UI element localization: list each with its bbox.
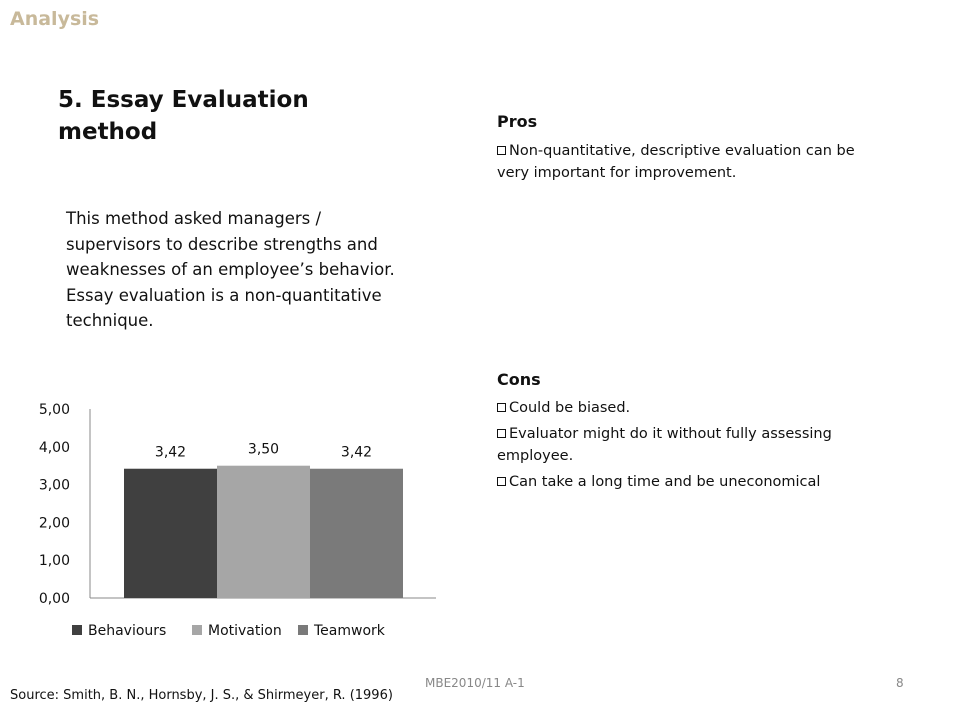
- cons-item: Can take a long time and be uneconomical: [497, 471, 877, 493]
- cons-list: Could be biased. Evaluator might do it w…: [497, 397, 877, 497]
- legend-label: Behaviours: [88, 623, 166, 639]
- cons-heading: Cons: [497, 370, 541, 389]
- y-tick-label: 0,00: [39, 591, 70, 607]
- pros-item: Non-quantitative, descriptive evaluation…: [497, 140, 877, 184]
- legend-swatch: [72, 625, 82, 635]
- square-bullet-icon: [497, 403, 506, 412]
- page-number: 8: [896, 676, 904, 690]
- method-description: This method asked managers / supervisors…: [66, 209, 395, 330]
- y-tick-label: 4,00: [39, 440, 70, 456]
- y-tick-label: 3,00: [39, 478, 70, 494]
- square-bullet-icon: [497, 477, 506, 486]
- pros-list: Non-quantitative, descriptive evaluation…: [497, 140, 877, 188]
- slide-title: 5. Essay Evaluation method: [58, 87, 309, 145]
- y-tick-label: 1,00: [39, 553, 70, 569]
- data-label: 3,50: [248, 442, 279, 458]
- legend-label: Teamwork: [313, 623, 386, 639]
- source-citation: Source: Smith, B. N., Hornsby, J. S., & …: [10, 688, 393, 703]
- pros-heading: Pros: [497, 112, 538, 131]
- y-tick-label: 2,00: [39, 515, 70, 531]
- cons-item-text: Can take a long time and be uneconomical: [509, 474, 821, 490]
- square-bullet-icon: [497, 146, 506, 155]
- bar-behaviours: [124, 468, 217, 598]
- cons-item: Could be biased.: [497, 397, 877, 419]
- footer-code: MBE2010/11 A-1: [425, 676, 525, 690]
- bar-chart: 0,00 1,00 2,00 3,00 4,00 5,00 3,42 3,50 3,42 Beha…: [39, 402, 436, 639]
- square-bullet-icon: [497, 429, 506, 438]
- bar-motivation: [217, 465, 310, 598]
- cons-item-text: Could be biased.: [509, 400, 631, 416]
- header-label: Analysis: [10, 8, 100, 30]
- pros-item-text: Non-quantitative, descriptive evaluation…: [497, 143, 855, 181]
- data-label: 3,42: [155, 445, 186, 461]
- legend-swatch: [192, 625, 202, 635]
- legend-label: Motivation: [208, 623, 282, 639]
- cons-item: Evaluator might do it without fully asse…: [497, 423, 877, 467]
- y-tick-label: 5,00: [39, 402, 70, 418]
- data-label: 3,42: [341, 445, 372, 461]
- bar-teamwork: [310, 468, 403, 598]
- cons-item-text: Evaluator might do it without fully asse…: [497, 426, 832, 464]
- legend-swatch: [298, 625, 308, 635]
